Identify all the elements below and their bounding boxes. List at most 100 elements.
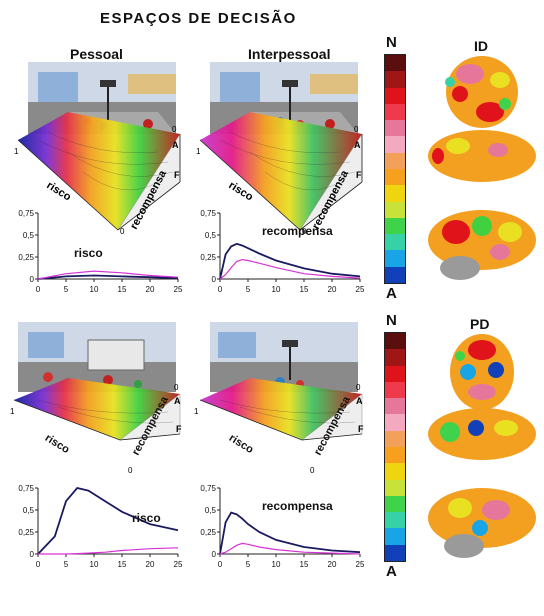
column-title-pessoal: Pessoal — [70, 46, 123, 62]
scale-swatch — [385, 71, 405, 88]
scale-swatch — [385, 185, 405, 202]
x-tick-label: 5 — [64, 285, 69, 294]
y-tick-label: 0,75 — [200, 209, 216, 218]
y-tick-label: 0,25 — [18, 528, 34, 537]
scale-swatch — [385, 512, 405, 529]
brain-top-view — [450, 334, 514, 410]
svg-text:0: 0 — [120, 227, 125, 236]
brain-side-view — [428, 408, 536, 460]
x-tick-label: 15 — [118, 560, 127, 569]
scale-swatch — [385, 414, 405, 431]
scale-swatch — [385, 201, 405, 218]
figure-title: ESPAÇOS DE DECISÃO — [100, 10, 297, 27]
scale-swatch — [385, 168, 405, 186]
x-tick-label: 10 — [90, 285, 99, 294]
x-tick-label: 25 — [174, 285, 183, 294]
series-line-1 — [219, 258, 361, 280]
x-tick-label: 20 — [146, 285, 155, 294]
color-scale-bar — [384, 54, 406, 284]
series-line-1 — [219, 542, 361, 555]
svg-text:0: 0 — [354, 125, 359, 134]
y-tick-label: 0,5 — [23, 506, 35, 515]
scale-swatch — [385, 398, 405, 415]
scale-swatch — [385, 136, 405, 153]
scale-swatch — [385, 120, 405, 137]
scale-swatch — [385, 87, 405, 104]
svg-text:0: 0 — [172, 125, 177, 134]
y-tick-label: 0,5 — [205, 506, 217, 515]
line-chart-id-pessoal: 0 0,25 0,5 0,75 0 5 10 15 20 25 risco — [18, 209, 183, 294]
y-tick-label: 0,25 — [18, 253, 34, 262]
scale-swatch — [385, 365, 405, 382]
series-line-1 — [38, 547, 179, 555]
x-tick-label: 15 — [300, 560, 309, 569]
column-title-interpessoal: Interpessoal — [248, 46, 331, 62]
x-tick-label: 5 — [246, 560, 251, 569]
axis-tick: 1 — [14, 147, 19, 156]
line-chart-id-interpessoal: 0 0,25 0,5 0,75 0 5 10 15 20 25 recompensa — [200, 209, 365, 294]
svg-text:1: 1 — [10, 407, 15, 416]
scale-swatch — [385, 495, 405, 513]
x-tick-label: 25 — [174, 560, 183, 569]
brain-panel-label-id: ID — [474, 38, 488, 54]
y-tick-label: 0 — [212, 550, 217, 559]
scale-top-label: N — [386, 34, 397, 51]
svg-text:F: F — [358, 424, 364, 434]
svg-text:A: A — [356, 396, 363, 406]
chart-annotation: risco — [74, 246, 103, 260]
series-line-0 — [37, 274, 179, 280]
line-chart-pd-interpessoal: 0 0,25 0,5 0,75 0 5 10 15 20 25 recompensa — [200, 484, 365, 569]
brain-lateral-view — [428, 488, 536, 558]
scale-swatch — [385, 103, 405, 121]
scale-swatch — [385, 55, 405, 72]
x-tick-label: 15 — [300, 285, 309, 294]
x-tick-label: 5 — [246, 285, 251, 294]
scale-swatch — [385, 250, 405, 267]
x-tick-label: 10 — [90, 560, 99, 569]
x-tick-label: 20 — [146, 560, 155, 569]
x-tick-label: 10 — [272, 560, 281, 569]
x-tick-label: 20 — [328, 285, 337, 294]
decision-space-illustration-id-interpessoal: 1 0 A F 0 risco recompensa — [196, 62, 363, 236]
decision-space-illustration-pd-pessoal: 1 0 A F — [10, 322, 182, 441]
brain-side-view — [428, 130, 536, 182]
scale-swatch — [385, 446, 405, 464]
x-tick-label: 0 — [218, 285, 223, 294]
brain-maps-id — [428, 56, 536, 280]
y-tick-label: 0 — [30, 275, 35, 284]
y-tick-label: 0,5 — [205, 231, 217, 240]
x-tick-label: 5 — [64, 560, 69, 569]
chart-annotation: recompensa — [262, 224, 333, 238]
svg-text:F: F — [176, 424, 182, 434]
y-tick-label: 0 — [212, 275, 217, 284]
brain-top-view — [445, 56, 518, 128]
svg-text:F: F — [174, 170, 180, 180]
svg-text:1: 1 — [196, 147, 201, 156]
scale-bottom-label: A — [386, 563, 397, 580]
svg-text:1: 1 — [194, 407, 199, 416]
scale-swatch — [385, 333, 405, 350]
svg-text:A: A — [172, 140, 179, 150]
series-line-0 — [219, 242, 361, 280]
x-tick-label: 25 — [356, 285, 365, 294]
svg-text:0: 0 — [302, 227, 307, 236]
x-tick-label: 25 — [356, 560, 365, 569]
svg-text:F: F — [356, 170, 362, 180]
decision-space-illustration-pd-interpessoal: 1 0 A F — [194, 322, 364, 441]
x-tick-label: 0 — [36, 285, 41, 294]
scale-top-label: N — [386, 312, 397, 329]
y-tick-label: 0,25 — [200, 528, 216, 537]
x-tick-label: 20 — [328, 560, 337, 569]
scale-swatch — [385, 152, 405, 169]
scale-swatch — [385, 544, 405, 561]
line-chart-pd-pessoal: 0 0,25 0,5 0,75 0 5 10 15 20 25 risco — [18, 484, 183, 569]
brain-maps-pd — [428, 334, 536, 558]
series-line-0 — [219, 511, 361, 555]
color-scale-bar — [384, 332, 406, 562]
scale-swatch — [385, 479, 405, 496]
svg-text:A: A — [354, 140, 361, 150]
x-tick-label: 10 — [272, 285, 281, 294]
x-tick-label: 15 — [118, 285, 127, 294]
series-line-1 — [37, 270, 179, 280]
y-tick-label: 0,5 — [23, 231, 35, 240]
